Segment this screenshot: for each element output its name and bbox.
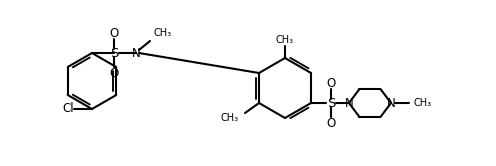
Text: CH₃: CH₃ <box>414 98 432 108</box>
Text: S: S <box>110 46 118 59</box>
Text: S: S <box>327 96 335 110</box>
Text: N: N <box>386 96 395 110</box>
Text: O: O <box>110 67 119 80</box>
Text: O: O <box>326 117 336 129</box>
Text: N: N <box>345 96 353 110</box>
Text: N: N <box>131 46 140 59</box>
Text: O: O <box>326 77 336 89</box>
Text: CH₃: CH₃ <box>221 113 239 123</box>
Text: CH₃: CH₃ <box>276 35 294 45</box>
Text: O: O <box>110 27 119 40</box>
Text: CH₃: CH₃ <box>153 28 171 38</box>
Text: Cl: Cl <box>62 102 74 116</box>
